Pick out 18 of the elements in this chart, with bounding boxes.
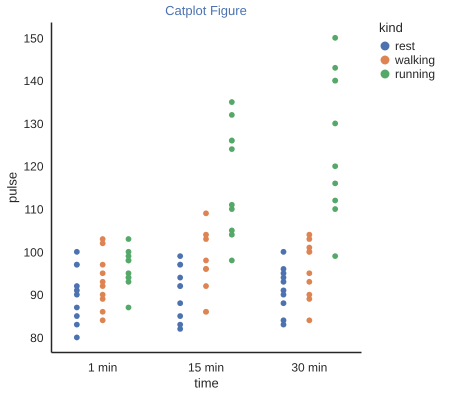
y-tick-label: 120 bbox=[23, 160, 44, 174]
y-axis-title: pulse bbox=[4, 172, 20, 204]
y-tick-label: 110 bbox=[24, 202, 44, 217]
x-axis-title: time bbox=[194, 376, 219, 390]
y-tick-label: 140 bbox=[23, 74, 44, 88]
legend-label: running bbox=[395, 67, 436, 81]
y-tick-label: 100 bbox=[23, 245, 44, 260]
y-tick-label: 90 bbox=[30, 288, 44, 302]
y-tick-label: 80 bbox=[30, 330, 44, 345]
x-tick-label: 15 min bbox=[188, 360, 224, 374]
x-tick-label: 1 min bbox=[88, 360, 118, 374]
legend-title: kind bbox=[379, 20, 403, 35]
legend-label: rest bbox=[395, 39, 416, 53]
legend-label: walking bbox=[394, 53, 436, 67]
y-tick-label: 130 bbox=[23, 116, 44, 131]
y-tick-label: 150 bbox=[23, 31, 44, 46]
x-tick-label: 30 min bbox=[291, 360, 328, 374]
chart-title: Catplot Figure bbox=[165, 3, 247, 18]
